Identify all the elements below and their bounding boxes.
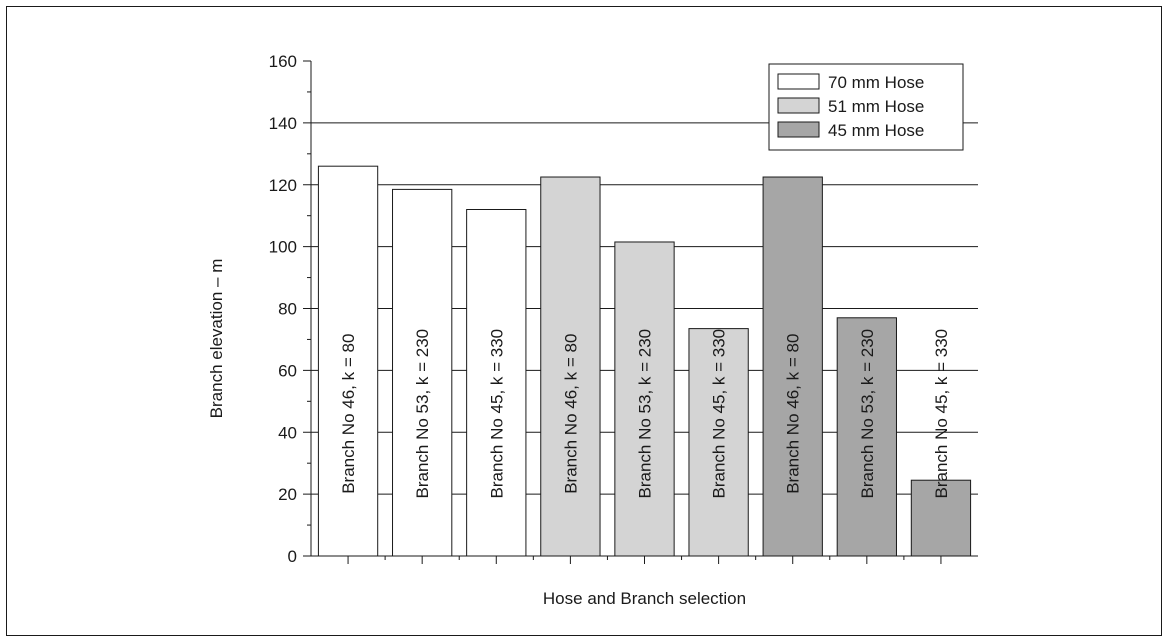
bar (392, 188, 453, 557)
bar-label: Branch No 45, k = 330 (710, 329, 729, 499)
legend-entry: 70 mm Hose (828, 73, 924, 92)
legend: 70 mm Hose 51 mm Hose 45 mm Hose (768, 63, 964, 151)
axes: 0 20 40 60 80 100 120 140 160 (269, 52, 978, 566)
legend-entry: 51 mm Hose (828, 97, 924, 116)
bar-label: Branch No 53, k = 230 (636, 329, 655, 499)
bar-label: Branch No 45, k = 330 (932, 329, 951, 499)
bar-label: Branch No 46, k = 80 (561, 334, 580, 494)
figure-frame (6, 6, 1162, 636)
y-tick-label: 0 (288, 547, 297, 566)
bar-label: Branch No 45, k = 330 (487, 329, 506, 499)
legend-swatch (777, 121, 820, 138)
bar (762, 176, 823, 557)
y-axis-title: Branch elevation – m (207, 259, 226, 419)
y-tick-label: 80 (278, 300, 297, 319)
bar (836, 317, 897, 557)
bar-label: Branch No 53, k = 230 (858, 329, 877, 499)
bar (910, 479, 972, 557)
y-tick-label: 100 (269, 238, 297, 257)
legend-entry: 45 mm Hose (828, 121, 924, 140)
legend-swatch (777, 73, 820, 90)
bar-label: Branch No 53, k = 230 (413, 329, 432, 499)
y-tick-label: 40 (278, 423, 297, 442)
bar (614, 241, 675, 557)
bar (540, 176, 601, 557)
x-axis-title: Hose and Branch selection (543, 589, 746, 608)
bars: Branch No 46, k = 80 Branch No 53, k = 23… (317, 165, 972, 557)
y-tick-label: 120 (269, 176, 297, 195)
y-tick-label: 140 (269, 114, 297, 133)
bar (688, 328, 749, 557)
bar-label: Branch No 46, k = 80 (784, 334, 803, 494)
y-tick-label: 160 (269, 52, 297, 71)
legend-swatch (777, 97, 820, 114)
bar-label: Branch No 46, k = 80 (339, 334, 358, 494)
y-tick-label: 20 (278, 485, 297, 504)
y-tick-label: 60 (278, 361, 297, 380)
bar (466, 209, 527, 557)
